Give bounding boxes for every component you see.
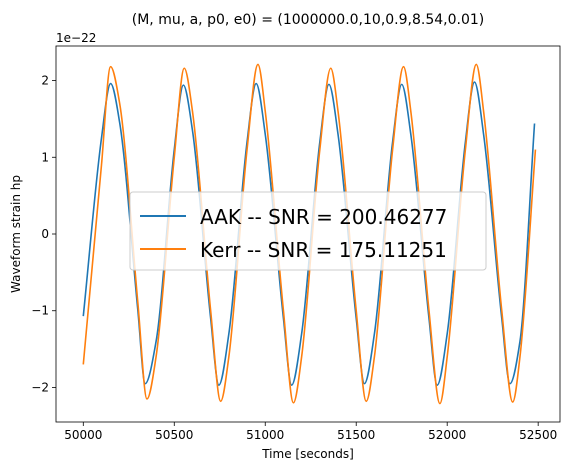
y-tick-label: 1 <box>41 150 49 164</box>
x-tick-label: 51000 <box>246 428 284 442</box>
legend-label-kerr: Kerr -- SNR = 175.11251 <box>200 238 447 262</box>
legend: AAK -- SNR = 200.46277 Kerr -- SNR = 175… <box>129 191 487 271</box>
chart-title: (M, mu, a, p0, e0) = (1000000.0,10,0.9,8… <box>132 12 485 28</box>
x-tick-label: 52500 <box>519 428 557 442</box>
x-tick-label: 51500 <box>337 428 375 442</box>
x-tick-label: 52000 <box>428 428 466 442</box>
x-axis-ticks: 50000 50500 51000 51500 52000 52500 <box>64 422 557 442</box>
legend-label-aak: AAK -- SNR = 200.46277 <box>200 205 447 229</box>
x-tick-label: 50000 <box>64 428 102 442</box>
y-axis-label: Waveform strain hp <box>9 175 23 293</box>
y-axis-ticks: −2 −1 0 1 2 <box>31 74 56 394</box>
y-tick-label: 0 <box>41 227 49 241</box>
legend-box <box>129 191 487 271</box>
y-offset-label: 1e−22 <box>56 31 96 45</box>
y-tick-label: −2 <box>31 380 49 394</box>
y-tick-label: −1 <box>31 304 49 318</box>
x-tick-label: 50500 <box>155 428 193 442</box>
y-tick-label: 2 <box>41 74 49 88</box>
x-axis-label: Time [seconds] <box>261 447 354 461</box>
